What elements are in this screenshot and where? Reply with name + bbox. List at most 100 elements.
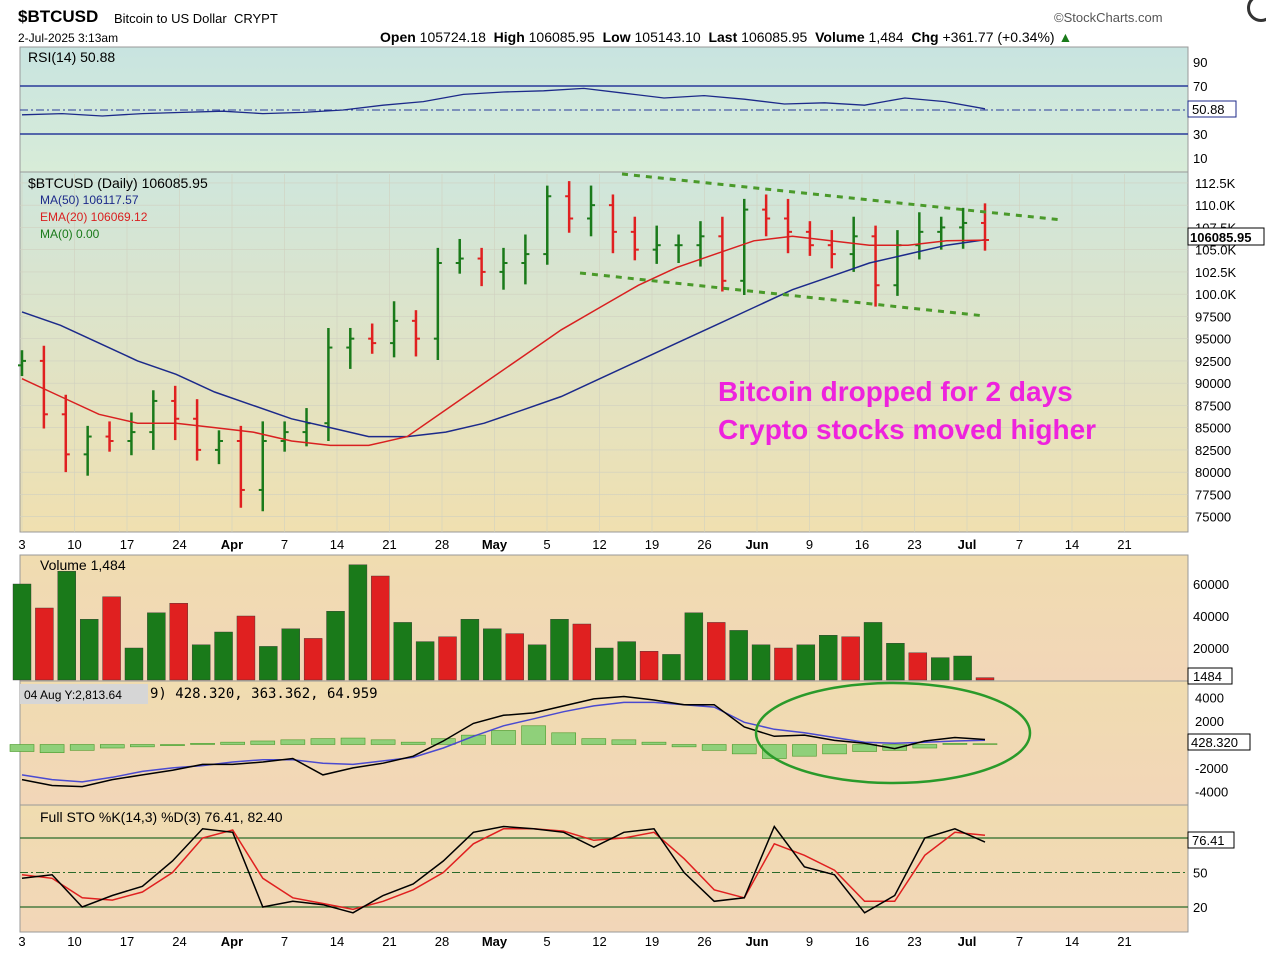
- volume-bar: [527, 644, 547, 681]
- x-axis-label: 19: [645, 537, 659, 552]
- x-axis-label-bottom: 21: [1117, 934, 1131, 949]
- x-axis-label-bottom: 14: [1065, 934, 1079, 949]
- macd-histogram-bar: [9, 744, 35, 752]
- sto-axis-label: 20: [1193, 900, 1207, 915]
- price-axis-label: 95000: [1195, 332, 1231, 347]
- highlight-ellipse: [754, 681, 1032, 785]
- x-axis-label-bottom: 14: [330, 934, 344, 949]
- macd-histogram-bar: [551, 732, 576, 745]
- volume-bar: [908, 652, 928, 681]
- macd-histogram-bar: [792, 744, 817, 757]
- price-title: $BTCUSD (Daily) 106085.95: [28, 175, 208, 191]
- x-axis-label: Apr: [221, 537, 243, 552]
- volume-bar: [415, 641, 435, 681]
- volume-bar: [79, 619, 99, 681]
- price-axis-label: 90000: [1195, 376, 1231, 391]
- brand-label[interactable]: ©StockCharts.com: [1054, 10, 1163, 25]
- ma50-legend: MA(50) 106117.57: [40, 193, 139, 207]
- x-axis-label-bottom: 19: [645, 934, 659, 949]
- ma0-legend: MA(0) 0.00: [40, 227, 100, 241]
- volume-bar: [326, 611, 345, 681]
- volume-axis-label: 60000: [1193, 577, 1229, 592]
- volume-bar: [191, 644, 211, 681]
- ema20-line: [21, 235, 986, 447]
- volume-bar: [572, 623, 592, 681]
- volume-bar: [863, 622, 883, 681]
- x-axis-label: 16: [855, 537, 869, 552]
- macd-histogram-bar: [701, 744, 727, 751]
- price-axis-label: 97500: [1195, 309, 1231, 324]
- volume-bar: [102, 596, 121, 681]
- volume-bar: [124, 647, 144, 681]
- macd-axis-label: -4000: [1195, 784, 1228, 799]
- price-axis-label: 105.0K: [1195, 243, 1237, 258]
- macd-histogram-bar: [400, 741, 426, 745]
- x-axis-label-bottom: 26: [697, 934, 711, 949]
- macd-line: [21, 695, 986, 788]
- macd-histogram-bar: [69, 744, 95, 751]
- volume-bar: [147, 612, 166, 681]
- x-axis-label-bottom: 10: [67, 934, 81, 949]
- price-axis-label: 102.5K: [1195, 265, 1237, 280]
- volume-bar: [617, 641, 636, 681]
- volume-bar: [639, 651, 659, 681]
- macd-histogram-bar: [912, 744, 938, 749]
- x-axis-label-bottom: 16: [855, 934, 869, 949]
- macd-histogram-bar: [882, 744, 908, 751]
- x-axis-label: 7: [281, 537, 288, 552]
- price-axis-label: 77500: [1195, 487, 1231, 502]
- volume-bar: [819, 635, 838, 681]
- x-axis-label-bottom: 5: [543, 934, 550, 949]
- volume-bar: [796, 644, 816, 681]
- macd-histogram-bar: [972, 743, 998, 745]
- volume-bar: [236, 615, 256, 681]
- macd-histogram-bar: [130, 744, 155, 748]
- macd-histogram-bar: [581, 738, 607, 745]
- volume-bar: [886, 643, 905, 681]
- x-axis-label-bottom: Jun: [745, 934, 768, 949]
- x-axis-label: 23: [907, 537, 921, 552]
- macd-histogram-bar: [99, 744, 125, 749]
- volume-bar: [483, 628, 502, 681]
- macd-histogram-bar: [250, 740, 276, 745]
- stochastic-panel: [19, 804, 1189, 933]
- volume-bar: [774, 647, 793, 681]
- x-axis-label-bottom: 21: [382, 934, 396, 949]
- x-axis-label: 7: [1016, 537, 1023, 552]
- x-axis-label: 28: [435, 537, 449, 552]
- macd-histogram-bar: [220, 741, 245, 745]
- volume-bar: [259, 646, 278, 681]
- cursor-readout: 04 Aug Y:2,813.64: [24, 688, 122, 702]
- annotation-line-2: Crypto stocks moved higher: [718, 414, 1096, 445]
- x-axis-label: 14: [1065, 537, 1079, 552]
- zoom-icon[interactable]: [1247, 0, 1266, 22]
- volume-bar: [169, 603, 188, 681]
- x-axis-label-bottom: 12: [592, 934, 606, 949]
- volume-bar: [550, 619, 569, 681]
- volume-axis-label: 20000: [1193, 641, 1229, 656]
- chart-date: 2-Jul-2025 3:13am: [18, 31, 119, 45]
- rsi-line: [21, 87, 986, 117]
- macd-axis-label: 4000: [1195, 691, 1224, 706]
- rsi-title: RSI(14) 50.88: [28, 49, 115, 65]
- volume-bar: [595, 647, 614, 681]
- symbol-name: Bitcoin to US Dollar CRYPT: [114, 11, 278, 26]
- volume-bar: [214, 631, 233, 681]
- price-axis-label: 87500: [1195, 398, 1231, 413]
- volume-bar: [841, 636, 860, 681]
- sto-k-line: [21, 825, 986, 914]
- x-axis-label-bottom: 23: [907, 934, 921, 949]
- macd-histogram-bar: [370, 739, 396, 745]
- price-axis-label: 92500: [1195, 354, 1231, 369]
- volume-bar: [12, 583, 32, 681]
- sto-axis-label: 50: [1193, 866, 1207, 881]
- volume-bar: [35, 607, 54, 681]
- macd-histogram-bar: [190, 743, 215, 745]
- price-axis-label: 112.5K: [1195, 176, 1236, 191]
- macd-histogram-bar: [671, 744, 697, 748]
- x-axis-label-bottom: 7: [1016, 934, 1023, 949]
- volume-bar: [57, 571, 76, 681]
- x-axis-label: 14: [330, 537, 344, 552]
- ma50-line: [21, 238, 986, 438]
